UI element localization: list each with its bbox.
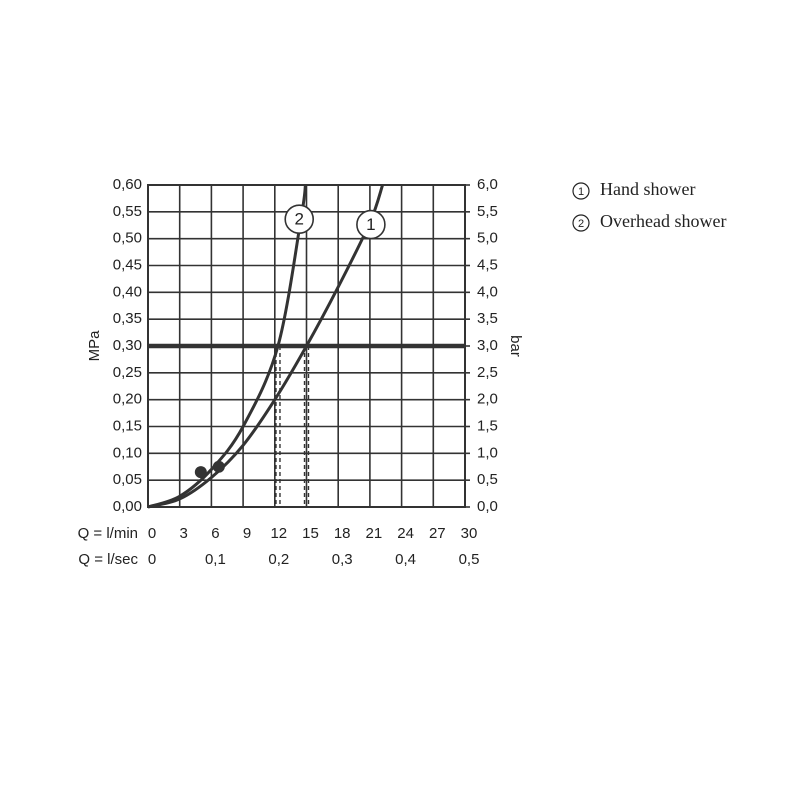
y2-tick-label: 1,5	[477, 417, 498, 434]
x-tick-label: 15	[302, 525, 319, 542]
y2-tick-label: 4,5	[477, 256, 498, 273]
y-tick-label: 0,55	[113, 203, 142, 220]
x2-tick-label: 0	[148, 551, 156, 568]
legend-symbol-number: 1	[578, 186, 584, 198]
y-tick-label: 0,45	[113, 256, 142, 273]
x-tick-label: 3	[180, 525, 188, 542]
x-tick-label: 18	[334, 525, 351, 542]
y2-tick-label: 1,0	[477, 444, 498, 461]
curve	[147, 184, 385, 509]
y2-tick-label: 3,5	[477, 310, 498, 327]
y-tick-label: 0,40	[113, 283, 142, 300]
x2-tick-label: 0,2	[268, 551, 289, 568]
operating-point	[194, 466, 207, 479]
y-tick-label: 0,10	[113, 444, 142, 461]
y-tick-label: 0,00	[113, 498, 142, 515]
y2-tick-label: 6,0	[477, 176, 498, 193]
x-tick-label: 21	[366, 525, 383, 542]
y2-tick-label: 2,0	[477, 391, 498, 408]
legend-label: Overhead shower	[600, 211, 726, 231]
x-tick-label: 6	[211, 525, 219, 542]
y2-axis-label: bar	[507, 335, 524, 357]
y-tick-label: 0,60	[113, 176, 142, 193]
curve-label-circle	[284, 204, 315, 234]
y-tick-label: 0,15	[113, 417, 142, 434]
y-tick-label: 0,35	[113, 310, 142, 327]
curve-label-circle	[356, 209, 386, 240]
curve-label: 2	[294, 210, 303, 229]
x-tick-label: 12	[270, 525, 287, 542]
operating-point	[212, 460, 225, 473]
x-tick-label: 0	[148, 525, 156, 542]
x-tick-label: 9	[243, 525, 251, 542]
y2-tick-label: 0,5	[477, 471, 498, 488]
legend-symbol-number: 2	[578, 218, 584, 230]
legend-symbol	[572, 182, 590, 200]
curve-label: 1	[366, 215, 375, 234]
y-tick-label: 0,20	[113, 391, 142, 408]
x-tick-label: 24	[397, 525, 414, 542]
y-tick-label: 0,30	[113, 337, 142, 354]
y2-tick-label: 4,0	[477, 283, 498, 300]
y-tick-label: 0,25	[113, 364, 142, 381]
legend-symbol	[572, 214, 590, 232]
y2-tick-label: 5,5	[477, 203, 498, 220]
x-axis-label: Q = l/min	[78, 525, 138, 542]
y-axis-label: MPa	[86, 330, 103, 362]
x2-tick-label: 0,3	[332, 551, 353, 568]
x2-tick-label: 0,1	[205, 551, 226, 568]
x-tick-label: 30	[461, 525, 478, 542]
x-tick-label: 27	[429, 525, 446, 542]
y2-tick-label: 0,0	[477, 498, 498, 515]
x2-tick-label: 0,5	[459, 551, 480, 568]
x2-tick-label: 0,4	[395, 551, 416, 568]
y2-tick-label: 2,5	[477, 364, 498, 381]
legend-label: Hand shower	[600, 179, 695, 199]
x2-axis-label: Q = l/sec	[78, 551, 138, 568]
y2-tick-label: 5,0	[477, 230, 498, 247]
y-tick-label: 0,05	[113, 471, 142, 488]
y-tick-label: 0,50	[113, 230, 142, 247]
y2-tick-label: 3,0	[477, 337, 498, 354]
